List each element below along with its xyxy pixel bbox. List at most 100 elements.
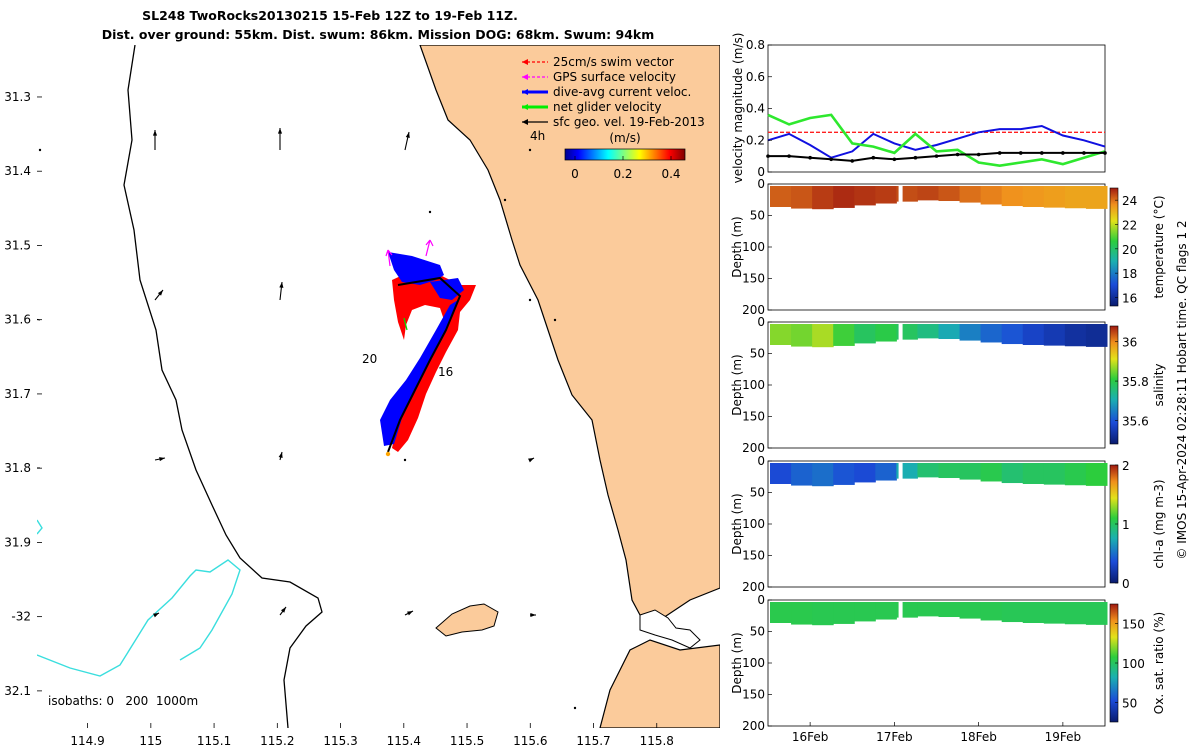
section-cell [791, 463, 813, 486]
section-cell [854, 602, 876, 622]
time-tick-label: 17Feb [876, 730, 913, 744]
velocity-series-point [871, 155, 876, 160]
geo-vector [573, 706, 577, 710]
section-cell [875, 186, 897, 204]
velocity-y-tick-label: 0.4 [746, 102, 765, 116]
colorbar-tick-label: 0.4 [661, 167, 680, 181]
velocity-panel: 0 0.2 0.4 0.6 0.8 velocity magnitude (m/s) [731, 33, 1107, 183]
geo-vector-head [528, 458, 534, 463]
section-colorbar-tick-label: 35.8 [1122, 375, 1149, 389]
geo-vector-head [405, 132, 410, 138]
colorbar-tick-label: 0.2 [613, 167, 632, 181]
velocity-series-point [787, 154, 791, 158]
section-colorbar-label: salinity [1152, 363, 1166, 406]
section-cell [917, 324, 939, 339]
section-cell [1064, 186, 1087, 209]
section-y-tick-label: 0 [757, 593, 765, 607]
section-cell [959, 602, 982, 619]
section-y-tick-label: 100 [742, 378, 765, 392]
map-land-south [599, 639, 720, 728]
dive-avg-current-vectors [380, 252, 464, 446]
section-colorbar-label: chl-a (mg m-3) [1152, 479, 1166, 568]
section-cell [1022, 324, 1045, 345]
geo-vector-head [278, 452, 283, 458]
section-cell [1001, 602, 1024, 623]
section-y-tick-label: 200 [742, 580, 765, 594]
section-cell [791, 324, 813, 347]
section-cell [1043, 324, 1066, 346]
velocity-series-point [934, 154, 939, 158]
section-cell [938, 602, 961, 618]
section-cell [959, 324, 982, 341]
geo-vector-head [530, 612, 536, 618]
section-cell [938, 186, 961, 202]
section-y-tick-label: 50 [750, 347, 765, 361]
section-colorbar-label: temperature (°C) [1152, 196, 1166, 299]
glider-path [387, 276, 462, 453]
velocity-y-tick-label: 0.8 [746, 38, 765, 52]
legend-label: dive-avg current veloc. [553, 85, 691, 99]
map-y-tick-label: 31.6 [4, 313, 31, 327]
section-colorbar-tick-label: 50 [1122, 696, 1137, 710]
geo-vector-head [153, 613, 159, 618]
section-panel-temperature: 0 50 100 150 200 Depth (m) 16 18 20 22 24 temperatu… [730, 177, 1166, 317]
geo-vector-head [280, 607, 286, 613]
isobath-1000m [37, 559, 241, 677]
section-cell [1085, 324, 1108, 347]
section-cell [833, 463, 855, 485]
section-cell [833, 602, 855, 624]
section-cell [791, 186, 813, 209]
section-cell [812, 602, 834, 626]
section-colorbar-tick-label: 1 [1122, 518, 1130, 532]
section-cell [959, 463, 982, 480]
map-y-tick-label: 31.3 [4, 90, 31, 104]
section-colorbar-tick-label: 22 [1122, 218, 1137, 232]
section-cell [875, 602, 897, 620]
section-cell [1022, 186, 1045, 207]
section-cell [854, 186, 876, 206]
map-x-tick-label: 115.4 [387, 734, 421, 748]
time-tick-label: 18Feb [960, 730, 997, 744]
section-y-tick-label: 50 [750, 625, 765, 639]
section-cell [980, 463, 1003, 482]
legend-swatch-head [522, 59, 528, 65]
section-cell [812, 186, 834, 210]
section-colorbar-tick-label: 2 [1122, 459, 1130, 473]
section-cell [812, 463, 834, 487]
section-cell [1022, 602, 1045, 623]
time-scale-label: 4h [530, 129, 545, 143]
legend-label: sfc geo. vel. 19-Feb-2013 [553, 115, 705, 129]
section-ylabel: Depth (m) [730, 493, 744, 554]
isobath-200m [123, 45, 323, 728]
section-cell [1085, 463, 1108, 486]
section-y-tick-label: 0 [757, 177, 765, 191]
section-y-tick-label: 150 [742, 688, 765, 702]
section-y-tick-label: 200 [742, 441, 765, 455]
section-colorbar-tick-label: 150 [1122, 618, 1145, 632]
section-cell [770, 463, 792, 484]
map-x-tick-label: 115.2 [260, 734, 294, 748]
velocity-series-point [1018, 151, 1023, 155]
section-data-gap [898, 185, 903, 223]
legend-swatch-head [522, 89, 528, 95]
speed-colorbar-ticks: 0 0.2 0.4 [571, 156, 681, 181]
section-cell [1064, 463, 1087, 486]
velocity-series-line [767, 124, 1106, 159]
credit-text: © IMOS 15-Apr-2024 02:28:11 Hobart time.… [1175, 220, 1189, 559]
velocity-series-point [955, 152, 960, 157]
section-cell [770, 602, 792, 623]
section-cell [1085, 186, 1108, 209]
section-y-tick-label: 50 [750, 209, 765, 223]
section-colorbar-tick-label: 20 [1122, 243, 1137, 257]
geo-vector-head [159, 457, 165, 462]
section-y-tick-label: 200 [742, 303, 765, 317]
legend-label: 25cm/s swim vector [553, 55, 674, 69]
section-cell [1043, 602, 1066, 624]
map-y-tick-label: 31.9 [4, 535, 31, 549]
velocity-series-line [767, 113, 1106, 168]
time-tick-label: 16Feb [792, 730, 829, 744]
geo-vector [403, 458, 407, 462]
section-cell [917, 186, 939, 201]
section-colorbar-label: Ox. sat. ratio (%) [1152, 612, 1166, 714]
section-cell [917, 602, 939, 617]
